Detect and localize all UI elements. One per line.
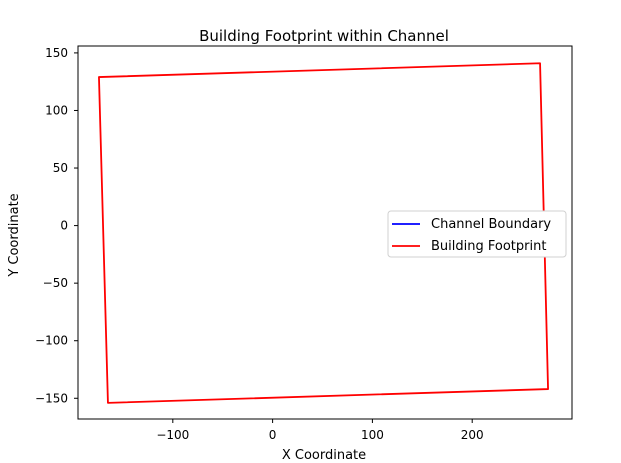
x-tick-label-1: −100: [156, 428, 189, 442]
y-tick-label-5: 50: [53, 161, 68, 175]
y-axis-label: Y Coordinate: [7, 193, 22, 277]
axis-ticks-layer: −100 0 100 200 −150 −100 −50 0 50 100 150: [35, 46, 484, 442]
x-tick-label-3: 100: [361, 428, 384, 442]
legend-box: [387, 210, 567, 258]
legend-label-2: Building Footprint: [431, 239, 546, 254]
chart-title: Building Footprint within Channel: [199, 27, 449, 45]
legend-label-1: Channel Boundary: [431, 217, 551, 232]
x-axis-label: X Coordinate: [282, 448, 366, 463]
x-tick-label-4: 200: [461, 428, 484, 442]
y-tick-label-2: −100: [35, 334, 68, 348]
legend: Channel Boundary Building Footprint: [387, 210, 567, 258]
series-line-2: [98, 62, 549, 404]
y-tick-label-7: 150: [45, 46, 68, 60]
y-tick-label-4: 0: [60, 219, 68, 233]
y-tick-label-6: 100: [45, 103, 68, 117]
x-tick-label-2: 0: [269, 428, 277, 442]
y-tick-label-1: −150: [35, 391, 68, 405]
y-tick-label-3: −50: [43, 276, 68, 290]
